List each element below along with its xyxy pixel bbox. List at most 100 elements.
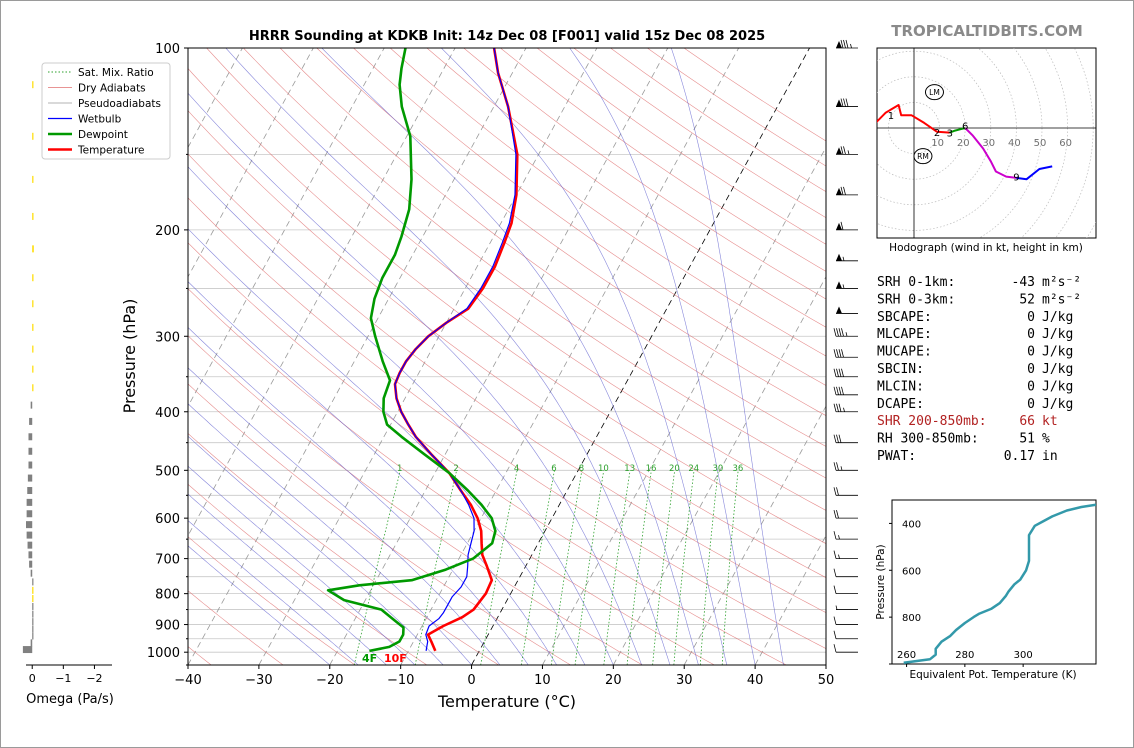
index-unit: J/kg <box>1042 327 1073 342</box>
profile-dewpoint <box>326 48 497 653</box>
hodograph-caption: Hodograph (wind in kt, height in km) <box>889 242 1083 254</box>
wind-barb-flag <box>836 487 839 496</box>
wind-barb <box>833 616 858 625</box>
mixing-ratio-label: 30 <box>712 464 723 474</box>
omega-bar <box>32 595 34 603</box>
skewt-background-lines: 1 2 4 6 8 10 13 16 20 24 30 36 <box>188 48 826 665</box>
skewt-legend: Sat. Mix. Ratio Dry Adiabats Pseudoadiabat… <box>41 62 171 160</box>
legend-label: Pseudoadiabats <box>78 98 161 110</box>
omega-bar <box>32 175 34 183</box>
storm-motion-marker <box>913 148 933 165</box>
omega-tick-label: −2 <box>86 672 102 685</box>
wind-barb <box>833 386 858 396</box>
wind-barb-flag <box>838 368 842 377</box>
mixing-ratio-label: 1 <box>397 464 402 474</box>
storm-motion-label: RM <box>917 152 929 161</box>
index-unit: m²s⁻² <box>1042 292 1081 307</box>
index-value: 0 <box>1027 310 1035 325</box>
index-unit: J/kg <box>1042 362 1073 377</box>
isotherm-line <box>329 48 669 665</box>
index-unit: J/kg <box>1042 379 1073 394</box>
wind-barb-flag <box>843 39 846 49</box>
omega-bar <box>32 132 34 140</box>
wind-barb <box>833 403 858 413</box>
omega-bar <box>32 81 34 89</box>
legend-label: Sat. Mix. Ratio <box>78 67 154 79</box>
index-value: 0 <box>1027 345 1035 360</box>
wind-barb-flag <box>838 328 842 337</box>
index-value: 52 <box>1019 292 1035 307</box>
dry-adiabat <box>243 48 826 479</box>
dry-adiabat <box>353 48 826 386</box>
hodograph-ring-label: 10 <box>931 138 944 149</box>
mixing-ratio-line <box>414 470 457 665</box>
hodograph-trace <box>949 127 966 134</box>
wind-barb-flag <box>833 510 837 519</box>
dry-adiabat <box>188 288 715 665</box>
omega-bar <box>27 474 33 482</box>
hodograph-ring-label: 60 <box>1059 138 1072 149</box>
index-label: SHR 200-850mb: <box>877 414 987 429</box>
index-label: PWAT: <box>877 449 916 464</box>
wind-barb-flag <box>833 531 837 540</box>
omega-bar <box>27 487 33 495</box>
wind-barb <box>836 221 858 231</box>
pseudoadiabat <box>188 520 359 665</box>
x-tick-label: 10 <box>534 673 551 688</box>
mixing-ratio-label: 20 <box>669 464 680 474</box>
omega-bar <box>28 447 33 455</box>
wind-barb-flag <box>838 349 842 358</box>
pseudoadiabat <box>441 48 728 665</box>
wind-barb-flag <box>840 186 844 195</box>
y-tick-label: 500 <box>155 464 180 479</box>
wind-barb-flag <box>833 487 837 496</box>
dry-adiabat <box>188 383 571 665</box>
omega-bar <box>26 531 33 539</box>
index-value: 0 <box>1027 397 1035 412</box>
y-tick-label: 100 <box>155 42 180 57</box>
thetae-frame <box>891 499 1097 665</box>
y-tick-label: 900 <box>155 619 180 634</box>
legend-label: Dry Adiabats <box>78 83 146 95</box>
omega-bar <box>26 510 33 518</box>
hodograph-ring-label: 50 <box>1034 138 1047 149</box>
dry-adiabat <box>390 48 826 357</box>
wind-barb <box>833 568 858 578</box>
y-tick-label: 600 <box>155 512 180 527</box>
omega-bar <box>32 578 34 586</box>
wind-barb <box>836 281 858 289</box>
wind-barb-flag <box>836 368 839 377</box>
wind-barb-flag <box>841 328 844 337</box>
skewt-plot-frame <box>187 47 827 666</box>
thetae-x-tick-label: 260 <box>897 650 916 661</box>
wind-barb-flag <box>841 349 844 358</box>
wind-barb-flag <box>843 98 846 107</box>
wind-barb-flag <box>841 386 844 395</box>
hodograph-height-label: 9 <box>1013 173 1019 184</box>
thetae-line <box>903 503 1096 664</box>
wind-barb <box>833 328 858 337</box>
wind-barb-pennant <box>836 253 842 261</box>
wind-barb-flag <box>833 616 837 625</box>
wind-barb <box>836 39 858 49</box>
dry-adiabat <box>426 48 826 328</box>
dry-adiabat <box>188 110 826 578</box>
index-label: MLCIN: <box>877 379 924 394</box>
wind-barb <box>833 585 858 595</box>
index-unit: J/kg <box>1042 310 1073 325</box>
wind-barb-half <box>838 554 840 559</box>
thetae-x-tick-label: 300 <box>1014 650 1033 661</box>
y-tick-label: 700 <box>155 553 180 568</box>
wind-barb-pennant <box>836 147 842 155</box>
mixing-ratio-label: 36 <box>732 464 743 474</box>
dry-adiabat <box>188 153 826 613</box>
wind-barb-flag <box>836 328 839 337</box>
wind-barb <box>833 434 858 444</box>
y-tick-label: 200 <box>155 224 180 239</box>
isotherm-line <box>542 146 826 665</box>
omega-bar <box>32 365 34 373</box>
wind-barb-flag <box>838 403 842 412</box>
thetae-y-tick-label: 600 <box>902 566 921 577</box>
wind-barb <box>835 605 858 610</box>
legend-label: Dewpoint <box>78 129 128 141</box>
